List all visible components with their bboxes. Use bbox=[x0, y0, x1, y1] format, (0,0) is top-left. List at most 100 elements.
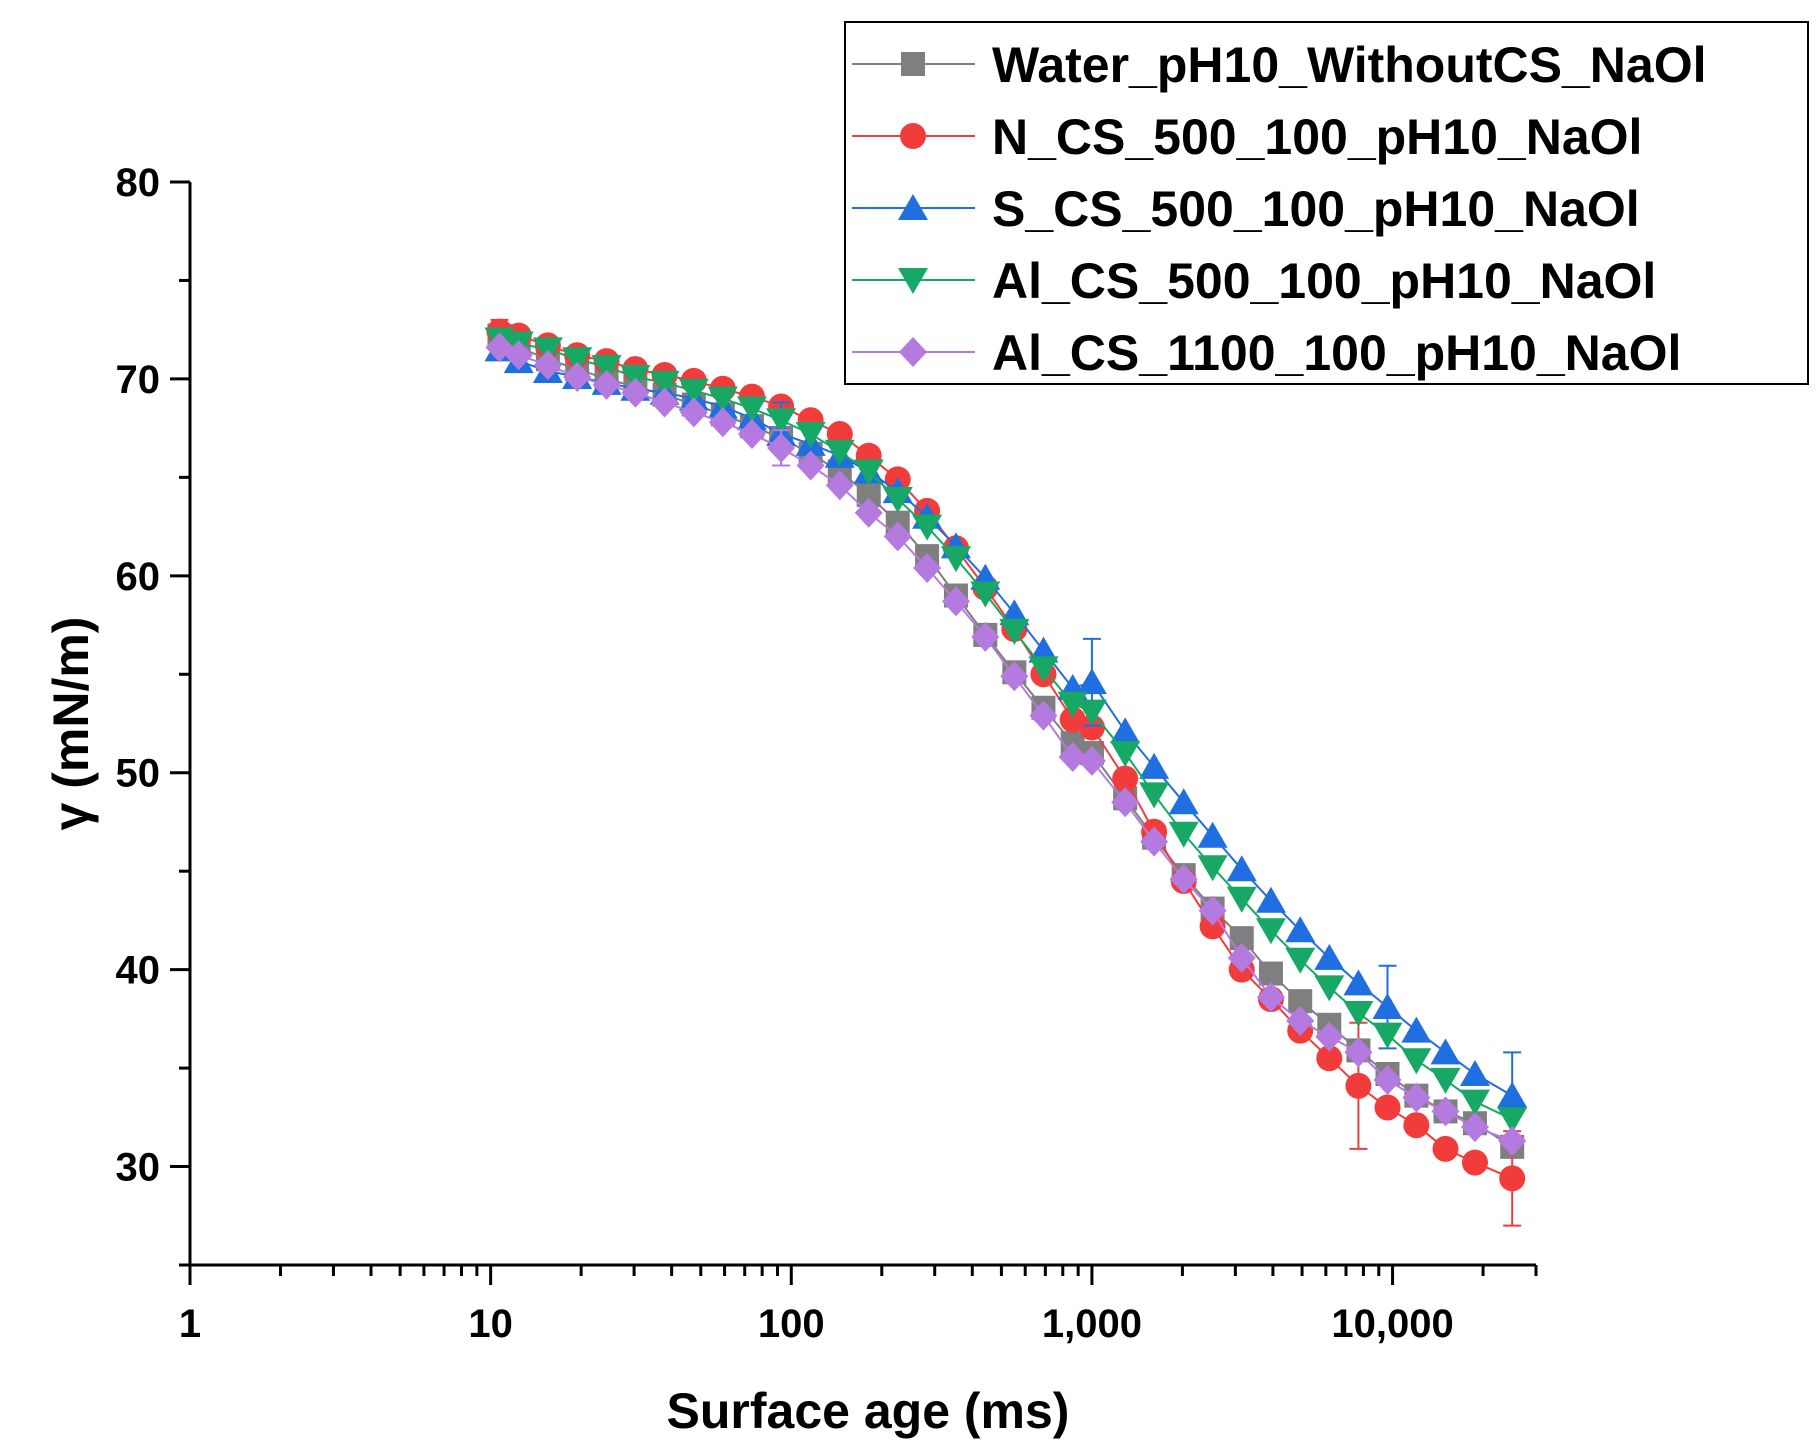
data-point bbox=[1000, 661, 1029, 692]
x-axis-title: Surface age (ms) bbox=[667, 1383, 1070, 1439]
legend-items: Water_pH10_WithoutCS_NaOl N_CS_500_100_pH… bbox=[852, 37, 1706, 381]
data-point bbox=[708, 407, 737, 438]
data-point bbox=[1140, 826, 1169, 857]
data-point bbox=[591, 355, 622, 382]
legend-label: Al_CS_1100_100_pH10_NaOl bbox=[992, 325, 1681, 381]
data-point bbox=[1110, 717, 1141, 744]
legend-marker bbox=[899, 337, 927, 367]
axes: 30 40 50 60 70 80 1 10 100 1,000 10,000 bbox=[116, 161, 1538, 1346]
series-4 bbox=[485, 332, 1527, 1156]
data-point bbox=[1497, 1107, 1528, 1134]
y-tick-label: 70 bbox=[116, 358, 161, 402]
data-point bbox=[1139, 782, 1170, 809]
data-point bbox=[1374, 1094, 1401, 1121]
legend-item-4: Al_CS_1100_100_pH10_NaOl bbox=[852, 325, 1681, 381]
data-point bbox=[1373, 1064, 1402, 1095]
data-point bbox=[562, 347, 593, 374]
data-point bbox=[1028, 656, 1059, 683]
data-point bbox=[649, 370, 680, 397]
data-point bbox=[1401, 1016, 1432, 1043]
x-tick-label: 1 bbox=[179, 1302, 201, 1346]
legend-item-2: S_CS_500_100_pH10_NaOl bbox=[852, 181, 1640, 237]
data-point bbox=[563, 361, 592, 392]
data-point bbox=[1285, 947, 1316, 974]
y-tick-label: 40 bbox=[116, 949, 161, 993]
data-point bbox=[825, 470, 854, 501]
data-point bbox=[1372, 1022, 1403, 1049]
data-point bbox=[1430, 1038, 1461, 1065]
data-point bbox=[767, 432, 796, 463]
data-point bbox=[1343, 1000, 1374, 1027]
legend-box bbox=[844, 21, 1809, 385]
data-point bbox=[1432, 1135, 1459, 1162]
data-point bbox=[883, 521, 912, 552]
data-point bbox=[1256, 982, 1285, 1013]
data-point bbox=[707, 386, 738, 413]
data-point bbox=[796, 450, 825, 481]
data-point bbox=[1461, 1149, 1488, 1176]
data-point bbox=[999, 618, 1030, 645]
data-point bbox=[1226, 855, 1257, 882]
legend-marker bbox=[900, 123, 926, 149]
data-point bbox=[971, 621, 1000, 652]
data-point bbox=[1499, 1165, 1526, 1192]
data-point bbox=[1498, 1125, 1527, 1156]
data-point bbox=[1058, 741, 1087, 772]
data-point bbox=[1111, 787, 1140, 818]
data-point bbox=[1227, 942, 1256, 973]
data-point bbox=[1343, 969, 1374, 996]
data-point bbox=[1460, 1112, 1489, 1143]
data-point bbox=[1314, 975, 1345, 1002]
data-point bbox=[1286, 1005, 1315, 1036]
data-point bbox=[1028, 636, 1059, 663]
data-point bbox=[970, 581, 1001, 608]
x-tick-label: 1,000 bbox=[1042, 1302, 1142, 1346]
data-point bbox=[1168, 821, 1199, 848]
data-point bbox=[1077, 745, 1106, 776]
data-point bbox=[1344, 1037, 1373, 1068]
data-point bbox=[1198, 895, 1227, 926]
data-point bbox=[1402, 1082, 1431, 1113]
data-point bbox=[1029, 700, 1058, 731]
y-axis-title: γ (mN/m) bbox=[43, 617, 99, 831]
legend-label: Al_CS_500_100_pH10_NaOl bbox=[992, 253, 1656, 309]
data-point bbox=[737, 419, 766, 450]
data-point bbox=[854, 497, 883, 528]
x-tick-label: 10,000 bbox=[1331, 1302, 1453, 1346]
data-point bbox=[1197, 855, 1228, 882]
data-point bbox=[999, 599, 1030, 626]
y-tick-label: 80 bbox=[116, 161, 161, 205]
data-point bbox=[1169, 864, 1198, 895]
data-point bbox=[650, 387, 679, 418]
data-point bbox=[1345, 1072, 1372, 1099]
legend-item-3: Al_CS_500_100_pH10_NaOl bbox=[852, 253, 1656, 309]
x-tick-label: 100 bbox=[758, 1302, 825, 1346]
data-point bbox=[853, 459, 884, 486]
data-point bbox=[882, 487, 913, 514]
y-tick-label: 50 bbox=[116, 752, 161, 796]
y-tick-label: 30 bbox=[116, 1146, 161, 1190]
data-point bbox=[795, 422, 826, 449]
data-point bbox=[1459, 1089, 1490, 1116]
data-point bbox=[1076, 668, 1107, 695]
data-point bbox=[1430, 1067, 1461, 1094]
data-point bbox=[913, 552, 942, 583]
legend-label: N_CS_500_100_pH10_NaOl bbox=[992, 109, 1642, 165]
data-point bbox=[679, 397, 708, 428]
data-point bbox=[1057, 691, 1088, 718]
data-point bbox=[1316, 1045, 1343, 1072]
legend-marker bbox=[901, 52, 925, 76]
legend: Water_pH10_WithoutCS_NaOl N_CS_500_100_pH… bbox=[844, 21, 1809, 385]
data-point bbox=[1314, 943, 1345, 970]
data-point bbox=[1258, 961, 1283, 986]
data-point bbox=[1431, 1096, 1460, 1127]
legend-item-0: Water_pH10_WithoutCS_NaOl bbox=[852, 37, 1706, 93]
legend-marker bbox=[898, 268, 928, 294]
legend-label: Water_pH10_WithoutCS_NaOl bbox=[992, 37, 1706, 93]
data-point bbox=[941, 586, 970, 617]
legend-item-1: N_CS_500_100_pH10_NaOl bbox=[852, 109, 1642, 165]
x-tick-label: 10 bbox=[468, 1302, 513, 1346]
data-point bbox=[1315, 1021, 1344, 1052]
data-point bbox=[766, 408, 797, 435]
plot-area bbox=[484, 318, 1528, 1227]
